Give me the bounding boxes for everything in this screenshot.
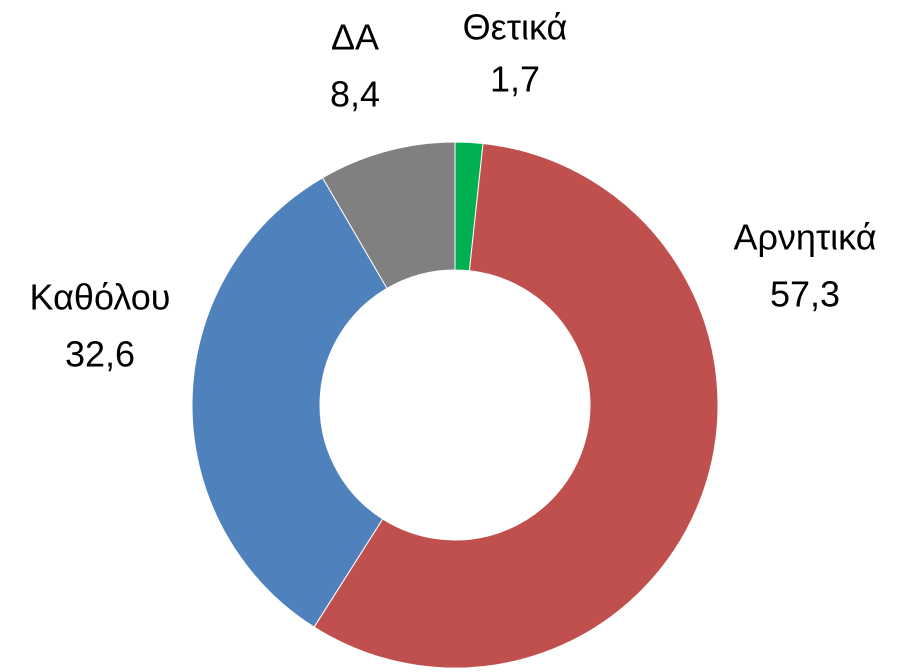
- value-label: 1,7: [490, 59, 540, 100]
- slice-label: Θετικά: [463, 7, 568, 48]
- slice-label: Αρνητικά: [733, 217, 876, 258]
- value-label: 32,6: [65, 334, 135, 375]
- donut-slice: [313, 142, 719, 669]
- donut-slice: [191, 177, 388, 628]
- value-label: 57,3: [770, 274, 840, 315]
- donut-slice: [321, 141, 456, 290]
- value-label: 8,4: [330, 74, 380, 115]
- slice-label: ΔΑ: [331, 17, 379, 58]
- slice-label: Καθόλου: [30, 277, 171, 318]
